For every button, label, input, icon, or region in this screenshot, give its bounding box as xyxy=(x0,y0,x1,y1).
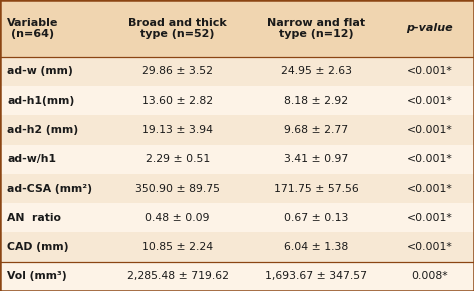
Text: 10.85 ± 2.24: 10.85 ± 2.24 xyxy=(142,242,213,252)
Text: Vol (mm³): Vol (mm³) xyxy=(7,272,67,281)
Bar xyxy=(0,233,474,262)
Bar xyxy=(0,145,474,174)
Text: <0.001*: <0.001* xyxy=(407,154,453,164)
Text: Broad and thick
type (n=52): Broad and thick type (n=52) xyxy=(128,17,227,39)
Text: 8.18 ± 2.92: 8.18 ± 2.92 xyxy=(284,96,348,106)
Bar xyxy=(0,262,474,291)
Text: 24.95 ± 2.63: 24.95 ± 2.63 xyxy=(281,66,352,76)
Bar xyxy=(0,174,474,203)
Text: CAD (mm): CAD (mm) xyxy=(7,242,69,252)
Text: 350.90 ± 89.75: 350.90 ± 89.75 xyxy=(135,184,220,194)
Text: 0.48 ± 0.09: 0.48 ± 0.09 xyxy=(146,213,210,223)
Text: 9.68 ± 2.77: 9.68 ± 2.77 xyxy=(284,125,348,135)
Text: <0.001*: <0.001* xyxy=(407,96,453,106)
Text: ad-w (mm): ad-w (mm) xyxy=(7,66,73,76)
Text: 19.13 ± 3.94: 19.13 ± 3.94 xyxy=(142,125,213,135)
Bar xyxy=(0,0,474,57)
Text: 2,285.48 ± 719.62: 2,285.48 ± 719.62 xyxy=(127,272,229,281)
Text: 0.008*: 0.008* xyxy=(411,272,448,281)
Text: 6.04 ± 1.38: 6.04 ± 1.38 xyxy=(284,242,348,252)
Text: 3.41 ± 0.97: 3.41 ± 0.97 xyxy=(284,154,348,164)
Text: p-value: p-value xyxy=(407,23,453,33)
Text: 0.67 ± 0.13: 0.67 ± 0.13 xyxy=(284,213,348,223)
Bar xyxy=(0,203,474,233)
Text: AN  ratio: AN ratio xyxy=(7,213,61,223)
Text: 2.29 ± 0.51: 2.29 ± 0.51 xyxy=(146,154,210,164)
Text: 171.75 ± 57.56: 171.75 ± 57.56 xyxy=(274,184,359,194)
Text: Variable
(n=64): Variable (n=64) xyxy=(7,17,58,39)
Text: <0.001*: <0.001* xyxy=(407,242,453,252)
Text: <0.001*: <0.001* xyxy=(407,125,453,135)
Text: <0.001*: <0.001* xyxy=(407,184,453,194)
Text: 13.60 ± 2.82: 13.60 ± 2.82 xyxy=(142,96,213,106)
Text: Narrow and flat
type (n=12): Narrow and flat type (n=12) xyxy=(267,17,365,39)
Text: ad-CSA (mm²): ad-CSA (mm²) xyxy=(7,184,92,194)
Text: ad-w/h1: ad-w/h1 xyxy=(7,154,56,164)
Text: <0.001*: <0.001* xyxy=(407,66,453,76)
Text: ad-h1(mm): ad-h1(mm) xyxy=(7,96,74,106)
Text: <0.001*: <0.001* xyxy=(407,213,453,223)
Bar xyxy=(0,115,474,145)
Text: ad-h2 (mm): ad-h2 (mm) xyxy=(7,125,78,135)
Text: 29.86 ± 3.52: 29.86 ± 3.52 xyxy=(142,66,213,76)
Bar xyxy=(0,57,474,86)
Bar xyxy=(0,86,474,115)
Text: 1,693.67 ± 347.57: 1,693.67 ± 347.57 xyxy=(265,272,367,281)
